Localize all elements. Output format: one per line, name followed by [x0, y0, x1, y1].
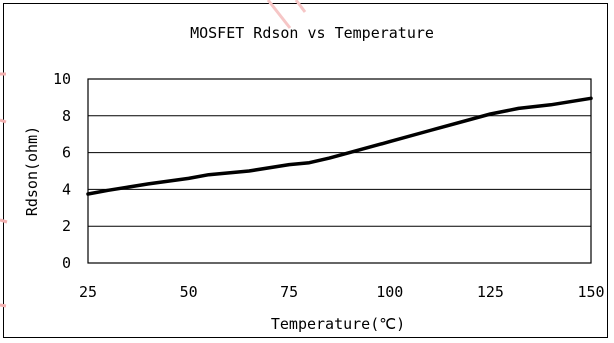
y-tick-label: 4 — [62, 180, 71, 198]
y-tick-label: 8 — [62, 107, 71, 125]
x-tick-label: 125 — [477, 283, 504, 301]
x-axis-ticks: 25 50 75 100 125 150 — [79, 283, 605, 301]
x-tick-label: 150 — [577, 283, 604, 301]
y-tick-label: 10 — [53, 70, 71, 88]
series-line — [86, 96, 593, 196]
y-tick-label: 2 — [62, 217, 71, 235]
plot-area — [87, 78, 592, 264]
chart-frame — [3, 3, 608, 338]
chart-title: MOSFET Rdson vs Temperature — [190, 24, 434, 42]
gridlines — [88, 115, 591, 227]
x-axis-label: Temperature(℃) — [271, 315, 405, 333]
y-tick-label: 0 — [62, 254, 71, 272]
series-group — [86, 96, 593, 196]
x-tick-label: 100 — [376, 283, 403, 301]
x-tick-label: 50 — [180, 283, 198, 301]
y-tick-label: 6 — [62, 144, 71, 162]
y-axis-label: Rdson(ohm) — [23, 126, 41, 216]
x-tick-label: 25 — [79, 283, 97, 301]
y-axis-ticks: 0 2 4 6 8 10 — [53, 70, 71, 272]
x-tick-label: 75 — [280, 283, 298, 301]
